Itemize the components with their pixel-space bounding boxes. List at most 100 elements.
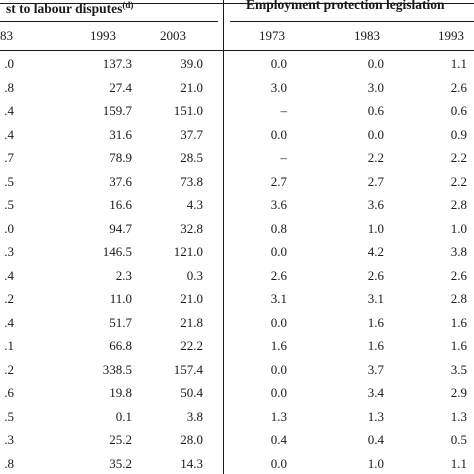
table-cell-epl-1973: 0.0 bbox=[270, 244, 287, 259]
header-bottom-rule bbox=[0, 50, 474, 51]
group-rule-epl bbox=[230, 21, 474, 22]
table-cell-epl-1973: 0.0 bbox=[270, 56, 287, 71]
table-cell-2003: 28.0 bbox=[180, 432, 203, 447]
group-rule-labour-disputes bbox=[0, 21, 218, 22]
table-cell-1983: .2 bbox=[4, 362, 14, 377]
table-cell-1993: 25.2 bbox=[109, 432, 132, 447]
table-cell-1993: 31.6 bbox=[109, 127, 132, 142]
top-rule bbox=[0, 3, 474, 4]
table-cell-1983: .5 bbox=[4, 409, 14, 424]
table-cell-epl-1993: 2.2 bbox=[450, 174, 467, 189]
table-cell-1993: 78.9 bbox=[109, 150, 132, 165]
table-cell-1993: 27.4 bbox=[109, 80, 132, 95]
table-cell-epl-1983: 1.3 bbox=[367, 409, 384, 424]
table-cell-epl-1983: 4.2 bbox=[367, 244, 384, 259]
table-cell-epl-1993: 2.8 bbox=[450, 291, 467, 306]
table-cell-1983: .7 bbox=[4, 150, 14, 165]
table-cell-epl-1983: 1.0 bbox=[367, 456, 384, 471]
table-cell-epl-1983: 0.0 bbox=[367, 56, 384, 71]
table-cell-epl-1973: 1.3 bbox=[270, 409, 287, 424]
group-header-epl: Employment protection legislation bbox=[246, 0, 445, 13]
table-cell-1993: 146.5 bbox=[102, 244, 132, 259]
table-cell-1983: .2 bbox=[4, 291, 14, 306]
column-header-epl-1973: 1973 bbox=[259, 28, 285, 43]
table-cell-1993: 159.7 bbox=[102, 103, 132, 118]
table-cell-1983: .0 bbox=[4, 56, 14, 71]
table-cell-2003: 50.4 bbox=[180, 385, 203, 400]
table-cell-epl-1983: 3.1 bbox=[367, 291, 384, 306]
table-cell-epl-1983: 0.6 bbox=[367, 103, 384, 118]
table-cell-1993: 11.0 bbox=[109, 291, 132, 306]
table-cell-epl-1993: 0.9 bbox=[450, 127, 467, 142]
footnote-marker-d: (d) bbox=[122, 0, 134, 10]
column-header-epl-1983: 1983 bbox=[354, 28, 380, 43]
table-cell-epl-1973: 0.0 bbox=[270, 127, 287, 142]
table-cell-1993: 19.8 bbox=[109, 385, 132, 400]
table-cell-1983: .3 bbox=[4, 244, 14, 259]
table-cell-epl-1973: – bbox=[280, 103, 288, 118]
table-cell-epl-1973: 0.0 bbox=[270, 315, 287, 330]
table-cell-epl-1993: 2.6 bbox=[450, 80, 467, 95]
table-cell-2003: 73.8 bbox=[180, 174, 203, 189]
table-cell-2003: 28.5 bbox=[180, 150, 203, 165]
table-cell-1983: .8 bbox=[4, 456, 14, 471]
table-cell-2003: 121.0 bbox=[173, 244, 203, 259]
table-cell-epl-1973: 0.0 bbox=[270, 385, 287, 400]
table-cell-1983: .4 bbox=[4, 127, 14, 142]
table-cell-epl-1973: 0.0 bbox=[270, 362, 287, 377]
table-cell-epl-1983: 0.4 bbox=[367, 432, 384, 447]
table-cell-2003: 3.8 bbox=[186, 409, 203, 424]
group-header-labour-disputes-text: st to labour disputes bbox=[6, 1, 123, 16]
column-header-2003: 2003 bbox=[160, 28, 186, 43]
table-cell-epl-1973: 2.6 bbox=[270, 268, 287, 283]
group-header-labour-disputes: st to labour disputes(d) bbox=[6, 0, 133, 17]
table-cell-1983: .6 bbox=[4, 385, 14, 400]
table-cell-epl-1993: 2.9 bbox=[450, 385, 467, 400]
table-cell-1983: .0 bbox=[4, 221, 14, 236]
table-cell-1983: .8 bbox=[4, 80, 14, 95]
table-cell-epl-1983: 3.6 bbox=[367, 197, 384, 212]
table-cell-1983: .5 bbox=[4, 197, 14, 212]
table-cell-epl-1983: 3.4 bbox=[367, 385, 384, 400]
group-separator bbox=[223, 0, 224, 474]
table-cell-1993: 2.3 bbox=[115, 268, 132, 283]
column-header-1983: 83 bbox=[0, 28, 13, 43]
table-cell-epl-1993: 0.6 bbox=[450, 103, 467, 118]
column-header-epl-1993: 1993 bbox=[438, 28, 464, 43]
group-header-epl-text: Employment protection legislation bbox=[246, 0, 445, 12]
table-cell-epl-1993: 3.8 bbox=[450, 244, 467, 259]
table-cell-epl-1983: 2.2 bbox=[367, 150, 384, 165]
table-cell-2003: 22.2 bbox=[180, 338, 203, 353]
table-cell-1993: 338.5 bbox=[102, 362, 132, 377]
table-cell-epl-1993: 1.6 bbox=[450, 338, 467, 353]
table-cell-epl-1993: 2.6 bbox=[450, 268, 467, 283]
table-cell-1983: .4 bbox=[4, 103, 14, 118]
table-cell-2003: 32.8 bbox=[180, 221, 203, 236]
table-cell-1993: 66.8 bbox=[109, 338, 132, 353]
table-cell-1993: 0.1 bbox=[115, 409, 132, 424]
table-cell-epl-1993: 2.8 bbox=[450, 197, 467, 212]
table-cell-epl-1973: – bbox=[280, 150, 288, 165]
table-cell-1983: .4 bbox=[4, 315, 14, 330]
table-cell-epl-1983: 3.0 bbox=[367, 80, 384, 95]
table-cell-1993: 51.7 bbox=[109, 315, 132, 330]
table-cell-1983: .4 bbox=[4, 268, 14, 283]
table-cell-epl-1993: 2.2 bbox=[450, 150, 467, 165]
table-cell-2003: 0.3 bbox=[186, 268, 203, 283]
table-cell-1983: .1 bbox=[4, 338, 14, 353]
table-cell-2003: 14.3 bbox=[180, 456, 203, 471]
table-cell-epl-1973: 0.8 bbox=[270, 221, 287, 236]
table-cell-epl-1993: 3.5 bbox=[450, 362, 467, 377]
column-header-1993: 1993 bbox=[90, 28, 116, 43]
table-cell-epl-1983: 1.6 bbox=[367, 338, 384, 353]
table-cell-2003: 21.0 bbox=[180, 80, 203, 95]
table-cell-epl-1993: 0.5 bbox=[450, 432, 467, 447]
table-cell-1993: 137.3 bbox=[102, 56, 132, 71]
table-cell-2003: 21.8 bbox=[180, 315, 203, 330]
table-cell-epl-1973: 0.4 bbox=[270, 432, 287, 447]
table-cell-2003: 39.0 bbox=[180, 56, 203, 71]
table-cell-1993: 35.2 bbox=[109, 456, 132, 471]
table-cell-epl-1983: 1.6 bbox=[367, 315, 384, 330]
table-cell-epl-1973: 0.0 bbox=[270, 456, 287, 471]
table-cell-1983: .5 bbox=[4, 174, 14, 189]
